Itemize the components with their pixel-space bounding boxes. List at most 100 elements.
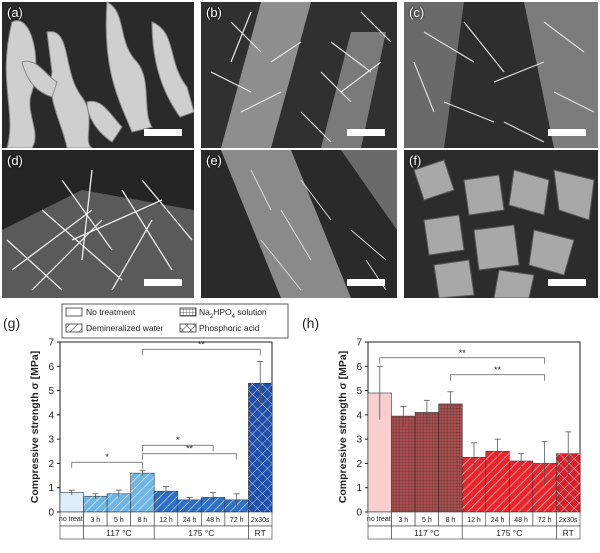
sem-texture-a [5,2,194,148]
chart-h: 0 1 2 3 4 5 6 7 Compressive strength σ [MPa] no t… [337,338,581,540]
legend-label: Phosphoric acid [199,323,260,333]
chart-g: 0 1 2 3 4 5 6 7 Compressive strength σ [MPa] no t… [29,338,273,540]
y-tick-label: 5 [48,386,54,397]
category-label: 24 h [491,517,505,524]
category-label: 2x30s [559,517,578,524]
significance-label: ** [459,348,467,358]
bar-pattern [224,499,249,512]
category-label: 48 h [514,517,528,524]
group-label: 175 °C [496,528,522,538]
y-tick-label: 1 [48,483,54,494]
sem-panel-b: (b) [201,2,397,148]
category-label: 48 h [206,517,220,524]
scale-bar-a [144,129,182,136]
bar-pattern [248,383,272,512]
bar-pattern [107,493,131,512]
y-tick-label: 2 [48,459,54,470]
y-tick-label: 1 [356,483,362,494]
legend-item-demineralized-water: Demineralized water [65,323,164,333]
legend-swatch-plain [65,307,83,317]
y-tick-label: 6 [48,362,54,373]
category-label: no treat. [367,516,393,523]
group-label: RT [563,528,574,538]
group-label: RT [255,528,266,538]
legend-item-phosphoric-acid: Phosphoric acid [179,323,260,333]
significance-label: ** [494,365,502,375]
bar-pattern [201,497,225,512]
category-label: 12 h [467,517,481,524]
bar-pattern [462,457,486,512]
scale-bar-f [548,279,586,286]
sem-texture-b [210,2,392,148]
bar-pattern [485,451,510,512]
group-cell [556,525,581,540]
y-tick-label: 2 [356,459,362,470]
y-tick-label: 3 [356,435,362,446]
bar-pattern [154,491,178,512]
panel-label-a: (a) [7,5,23,20]
sem-panel-d: (d) [2,150,194,298]
group-label: 117 °C [106,528,131,538]
y-tick-label: 6 [356,362,362,373]
sem-panel-c: (c) [404,2,598,148]
panel-label-f: (f) [409,153,422,168]
y-tick-label: 3 [48,435,54,446]
sem-texture-e [221,150,397,298]
panel-label-c: (c) [409,5,425,20]
y-tick-label: 4 [356,410,362,421]
bar-pattern [391,416,416,512]
legend-swatch-cross [179,323,197,333]
category-label: no treat. [59,516,85,523]
category-label: 5 h [422,517,432,524]
bar-pattern [415,412,439,512]
legend-box [61,303,289,339]
panel-label-b: (b) [206,5,222,20]
bar-pattern [556,453,580,512]
category-label: 8 h [446,517,456,524]
scale-bar-b [347,129,385,136]
sem-panel-e: (e) [201,150,397,298]
sem-texture-d [2,169,194,298]
category-label: 24 h [183,517,197,524]
y-tick-label: 7 [48,338,54,349]
scale-bar-e [347,279,385,286]
y-tick-label: 7 [356,338,362,349]
panel-label-g: (g) [3,315,20,331]
category-label: 72 h [230,517,244,524]
y-tick-label: 4 [48,410,54,421]
scale-bar-c [548,129,586,136]
significance-label: * [105,452,109,462]
y-axis-label: Compressive strength σ [MPa] [337,351,349,503]
category-label: 5 h [114,517,124,524]
scale-bar-d [144,279,182,286]
category-label: 3 h [90,517,100,524]
legend-swatch-diagonal [65,323,83,333]
legend-label: Na2HPO4 solution [199,307,267,320]
y-tick-label: 0 [48,508,54,519]
group-label: 117 °C [414,528,439,538]
panel-label-h: (h) [302,315,319,331]
bar-pattern [130,473,155,512]
group-cell [367,525,392,540]
sem-texture-f [413,159,595,298]
y-tick-label: 5 [356,386,362,397]
legend-item-na2hpo4: Na2HPO4 solution [179,307,267,320]
bar [59,492,84,513]
bar-charts: (g) (h) No treatment Na2HPO4 solution De… [3,303,581,540]
sem-panel-f: (f) [404,150,598,298]
sem-panel-a: (a) [2,2,194,148]
bar-pattern [177,499,202,512]
legend-label: No treatment [86,307,136,317]
significance-label: * [176,435,180,445]
legend-item-no-treatment: No treatment [65,307,136,317]
legend-swatch-dense-grid [179,307,197,317]
y-axis-label: Compressive strength σ [MPa] [29,351,41,503]
significance-label: ** [198,339,206,349]
sem-texture-c [404,2,598,148]
category-label: 2x30s [251,517,270,524]
group-cell [59,525,84,540]
legend: No treatment Na2HPO4 solution Deminerali… [61,303,289,339]
group-cell [248,525,273,540]
bar-pattern [83,496,108,512]
category-label: 72 h [538,517,552,524]
